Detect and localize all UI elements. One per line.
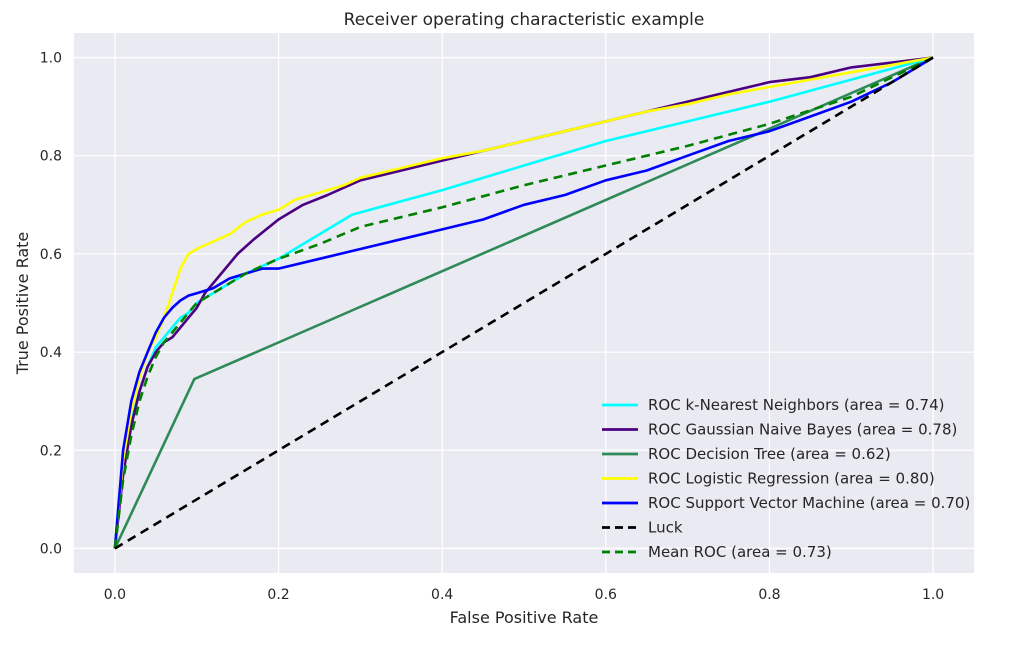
- x-tick-label: 0.0: [104, 587, 126, 603]
- x-tick-label: 0.8: [758, 587, 780, 603]
- y-tick-label: 1.0: [40, 51, 62, 67]
- legend-label: Luck: [648, 519, 683, 537]
- y-tick-label: 0.0: [40, 541, 62, 557]
- series-line-2: [113, 56, 934, 550]
- x-tick-label: 0.2: [267, 587, 289, 603]
- legend: ROC k-Nearest Neighbors (area = 0.74) ROC…: [602, 396, 970, 561]
- series-line-6: [113, 56, 934, 549]
- legend-label: ROC Logistic Regression (area = 0.80): [648, 470, 935, 488]
- y-tick-label: 0.8: [40, 149, 62, 165]
- y-tick-label: 0.4: [40, 345, 62, 361]
- y-tick-label: 0.6: [40, 247, 62, 263]
- y-axis-label: True Positive Rate: [13, 232, 32, 376]
- y-tick-label: 0.2: [40, 443, 62, 459]
- x-tick-label: 1.0: [922, 587, 944, 603]
- x-tick-label: 0.6: [595, 587, 617, 603]
- series-line-1: [113, 56, 934, 549]
- legend-label: ROC Gaussian Naive Bayes (area = 0.78): [648, 421, 957, 439]
- series-line-5: [114, 56, 934, 550]
- legend-label: Mean ROC (area = 0.73): [648, 543, 832, 561]
- legend-label: ROC Decision Tree (area = 0.62): [648, 445, 891, 463]
- grid-lines: [74, 33, 974, 573]
- legend-label: ROC Support Vector Machine (area = 0.70): [648, 494, 970, 512]
- series-line-4: [113, 56, 934, 549]
- x-tick-label: 0.4: [431, 587, 453, 603]
- series-layer: [113, 56, 934, 550]
- x-axis-label: False Positive Rate: [450, 608, 599, 627]
- legend-label: ROC k-Nearest Neighbors (area = 0.74): [648, 396, 945, 414]
- tick-labels: 0.0 0.2 0.4 0.6 0.8 1.0 0.0 0.2 0.4 0.6 0.8 1.0: [40, 51, 944, 603]
- chart-title: Receiver operating characteristic exampl…: [344, 10, 705, 30]
